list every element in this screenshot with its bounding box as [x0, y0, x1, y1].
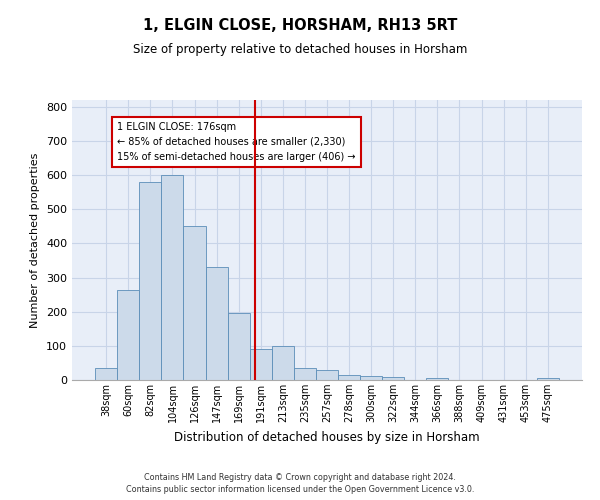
Bar: [206, 268, 227, 380]
Bar: [316, 370, 338, 380]
Bar: [250, 350, 272, 380]
Bar: [338, 375, 360, 380]
Bar: [272, 346, 294, 380]
Bar: [184, 226, 206, 380]
Bar: [537, 378, 559, 380]
X-axis label: Distribution of detached houses by size in Horsham: Distribution of detached houses by size …: [174, 430, 480, 444]
Text: 1 ELGIN CLOSE: 176sqm
← 85% of detached houses are smaller (2,330)
15% of semi-d: 1 ELGIN CLOSE: 176sqm ← 85% of detached …: [117, 122, 356, 162]
Bar: [427, 378, 448, 380]
Y-axis label: Number of detached properties: Number of detached properties: [31, 152, 40, 328]
Text: Size of property relative to detached houses in Horsham: Size of property relative to detached ho…: [133, 42, 467, 56]
Bar: [117, 290, 139, 380]
Bar: [139, 182, 161, 380]
Text: 1, ELGIN CLOSE, HORSHAM, RH13 5RT: 1, ELGIN CLOSE, HORSHAM, RH13 5RT: [143, 18, 457, 32]
Text: Contains HM Land Registry data © Crown copyright and database right 2024.
Contai: Contains HM Land Registry data © Crown c…: [126, 472, 474, 494]
Bar: [161, 175, 184, 380]
Bar: [382, 376, 404, 380]
Bar: [294, 368, 316, 380]
Bar: [95, 368, 117, 380]
Bar: [360, 376, 382, 380]
Bar: [227, 314, 250, 380]
